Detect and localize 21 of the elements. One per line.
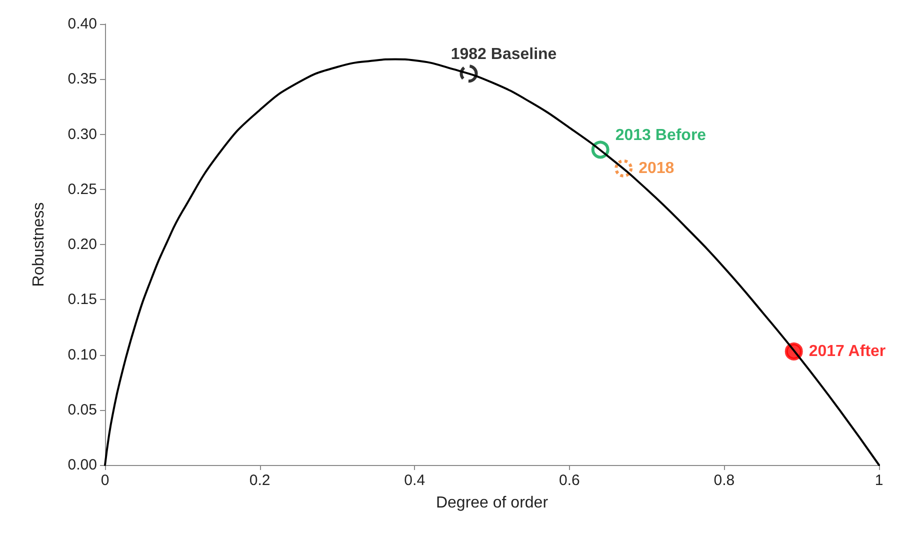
y-tick-label: 0.20 (68, 236, 97, 253)
series-label: 1982 Baseline (450, 46, 557, 64)
y-tick-label: 0.00 (68, 456, 97, 474)
x-tick-label: 0 (100, 472, 110, 489)
series-label: 2013 Before (615, 127, 706, 144)
y-tick-label: 0.05 (68, 401, 97, 418)
x-tick-label: 0.2 (249, 472, 270, 489)
y-tick-label: 0.40 (68, 16, 97, 32)
y-tick-label: 0.25 (68, 180, 97, 198)
y-tick-label: 0.30 (68, 126, 97, 143)
series-label: 2018 (638, 160, 674, 177)
x-tick-label: 0.6 (558, 472, 580, 489)
x-axis-title: Degree of order (436, 494, 549, 512)
y-tick-label: 0.15 (68, 291, 97, 308)
y-tick-label: 0.10 (68, 346, 97, 364)
x-tick-label: 0.4 (404, 472, 426, 489)
y-tick-label: 0.35 (68, 70, 97, 88)
x-tick-label: 1 (874, 472, 884, 489)
series-label: 2017 After (808, 342, 886, 360)
x-tick-label: 0.8 (714, 472, 735, 489)
y-axis-title: Robustness (30, 202, 48, 287)
